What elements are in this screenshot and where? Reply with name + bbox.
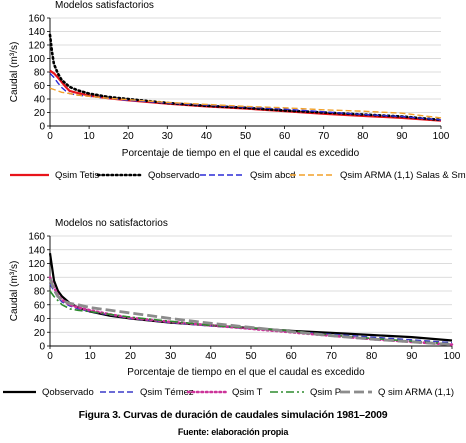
x-tick-label: 80 — [357, 131, 369, 142]
x-tick-label: 80 — [366, 351, 378, 362]
y-tick-label: 80 — [34, 287, 46, 298]
x-tick-label: 0 — [47, 351, 53, 362]
legend-label: Qsim Témez — [140, 387, 194, 398]
chart-title: Modelos no satisfactorios — [55, 218, 168, 229]
x-tick-label: 40 — [205, 351, 217, 362]
x-tick-label: 100 — [444, 351, 461, 362]
chart-title: Modelos satisfactorios — [55, 0, 154, 11]
y-tick-label: 120 — [28, 259, 45, 270]
x-tick-label: 70 — [318, 131, 330, 142]
y-axis-title: Caudal (m³/s) — [9, 42, 20, 103]
series-line-2 — [49, 283, 453, 344]
legend-label: Q sim ARMA (1,1) — [378, 387, 454, 398]
y-tick-label: 20 — [34, 328, 46, 339]
x-tick-label: 90 — [406, 351, 418, 362]
x-tick-label: 10 — [84, 131, 96, 142]
y-tick-label: 80 — [34, 68, 46, 79]
x-tick-label: 50 — [245, 351, 257, 362]
y-tick-label: 140 — [28, 245, 45, 256]
y-tick-label: 40 — [34, 314, 46, 325]
legend-label: Qobservado — [148, 170, 200, 181]
legend-label: Qsim Tetis — [55, 170, 99, 181]
x-axis-title: Porcentaje de tiempo en el que el caudal… — [122, 148, 360, 159]
y-tick-label: 160 — [28, 14, 45, 25]
legend-label: Qsim ARMA (1,1) Salas & Smith — [340, 170, 466, 181]
x-tick-label: 50 — [240, 131, 252, 142]
x-tick-label: 40 — [201, 131, 213, 142]
x-tick-label: 70 — [326, 351, 338, 362]
x-tick-label: 100 — [433, 131, 450, 142]
y-tick-label: 120 — [28, 41, 45, 52]
legend-label: Qsim abcd — [250, 170, 295, 181]
y-tick-label: 140 — [28, 27, 45, 38]
y-tick-label: 0 — [39, 342, 45, 353]
x-tick-label: 60 — [279, 131, 291, 142]
y-tick-label: 100 — [28, 54, 45, 65]
chart-panel-2: Modelos no satisfactorios020406080100120… — [3, 218, 461, 398]
series-line-3 — [49, 72, 442, 121]
x-tick-label: 30 — [165, 351, 177, 362]
series-line-4 — [49, 87, 442, 119]
x-tick-label: 90 — [396, 131, 408, 142]
x-tick-label: 20 — [125, 351, 137, 362]
figure-caption: Figura 3. Curvas de duración de caudales… — [78, 409, 388, 421]
y-tick-label: 0 — [39, 122, 45, 133]
figure-source: Fuente: elaboración propia — [177, 427, 289, 437]
chart-panel-1: Modelos satisfactorios020406080100120140… — [9, 0, 466, 181]
series-line-5 — [48, 278, 453, 346]
x-axis-title: Porcentaje de tiempo en el que el caudal… — [127, 367, 365, 378]
x-tick-label: 10 — [85, 351, 97, 362]
legend-label: Qobservado — [42, 387, 94, 398]
x-tick-label: 30 — [162, 131, 174, 142]
x-tick-label: 0 — [47, 131, 53, 142]
series-line-4 — [49, 290, 453, 345]
legend-label: Qsim T — [232, 387, 263, 398]
x-tick-label: 20 — [123, 131, 135, 142]
y-tick-label: 100 — [28, 273, 45, 284]
y-axis-title: Caudal (m³/s) — [9, 261, 20, 322]
y-tick-label: 160 — [28, 232, 45, 243]
y-tick-label: 20 — [34, 108, 46, 119]
y-tick-label: 60 — [34, 300, 46, 311]
series-line-1 — [49, 69, 442, 122]
y-tick-label: 40 — [34, 95, 46, 106]
y-tick-label: 60 — [34, 81, 46, 92]
series-line-2 — [48, 33, 443, 122]
legend-label: Qsim P — [310, 387, 341, 398]
x-tick-label: 60 — [286, 351, 298, 362]
